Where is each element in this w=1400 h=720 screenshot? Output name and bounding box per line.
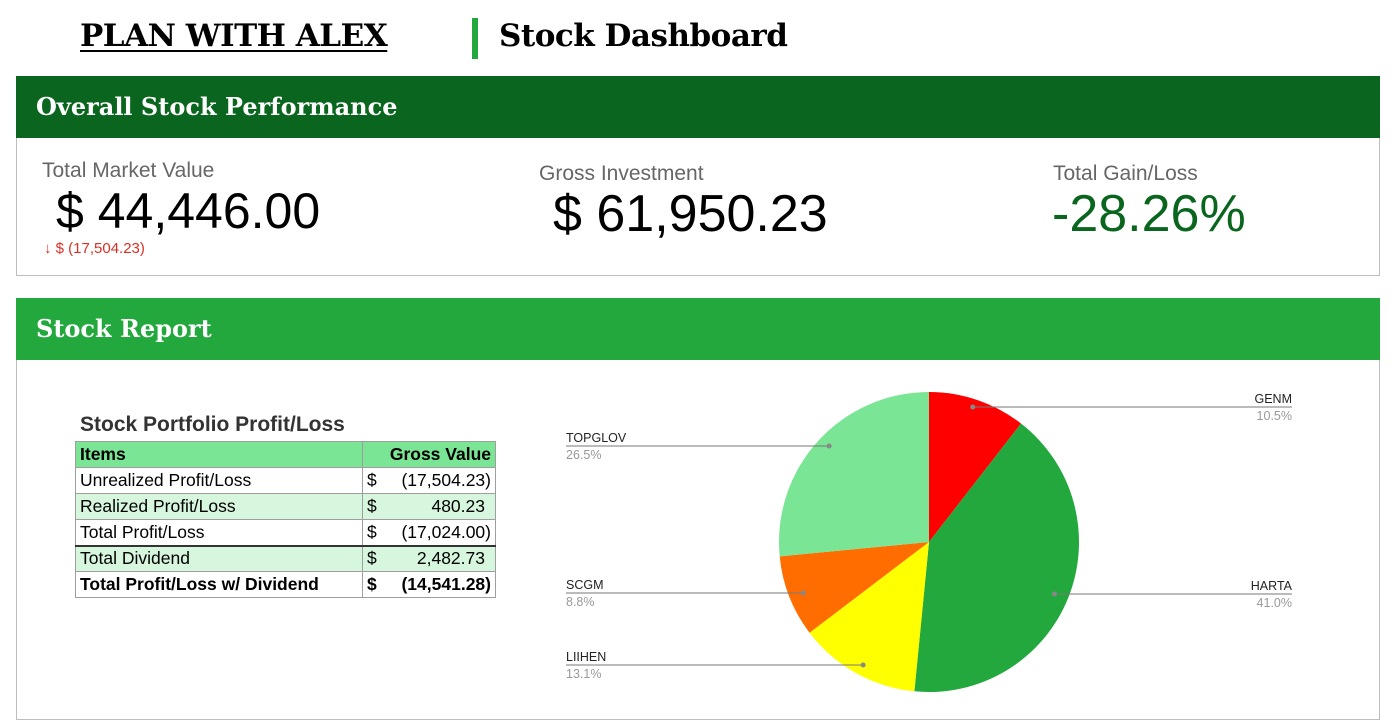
pie-slice-genm: [929, 392, 1022, 542]
row-item: Total Profit/Loss w/ Dividend: [75, 571, 363, 598]
pie-label: LIIHEN: [566, 650, 606, 664]
pie-leader-dot: [1051, 591, 1057, 597]
gain-loss-value: -28.26%: [1052, 185, 1246, 243]
gain-loss-label: Total Gain/Loss: [1053, 162, 1198, 185]
profit-loss-table: Items Gross Value Unrealized Profit/Loss…: [75, 441, 496, 598]
row-currency: $: [367, 470, 377, 490]
pie-percent-label: 26.5%: [566, 448, 601, 462]
row-item: Realized Profit/Loss: [75, 493, 363, 520]
row-currency: $: [367, 521, 377, 542]
market-value-label: Total Market Value: [42, 159, 215, 182]
pie-percent-label: 10.5%: [1257, 409, 1292, 423]
row-value: 480.23: [431, 496, 485, 516]
row-value: (17,024.00): [401, 521, 491, 542]
market-value-delta: ↓ $ (17,504.23): [44, 240, 145, 257]
table-title: Stock Portfolio Profit/Loss: [80, 413, 345, 436]
pie-label: SCGM: [566, 578, 604, 592]
pie-leader-dot: [860, 662, 866, 668]
table-row: Unrealized Profit/Loss $ (17,504.23): [75, 467, 496, 494]
pie-leader-dot: [970, 404, 976, 410]
performance-section-header: Overall Stock Performance: [16, 76, 1380, 138]
row-value: (14,541.28): [401, 574, 491, 594]
table-row-total: Total Profit/Loss w/ Dividend $ (14,541.2…: [75, 571, 496, 598]
gross-investment-label: Gross Investment: [539, 162, 704, 185]
pie-label: GENM: [1255, 392, 1293, 406]
table-row: Total Dividend $2,482.73: [75, 544, 496, 572]
pie-leader-dot: [800, 590, 806, 596]
portfolio-pie-chart: GENM 10.5% HARTA 41.0% LIIHEN 13.1% SCGM 8.8% TO…: [566, 392, 1293, 692]
pie-label: HARTA: [1251, 579, 1293, 593]
row-currency: $: [367, 548, 377, 569]
pie-leader-dot: [826, 443, 832, 449]
pie-percent-label: 41.0%: [1257, 596, 1292, 610]
row-currency: $: [367, 496, 377, 516]
pie-slice-liihen: [809, 542, 929, 692]
gross-investment: $ 61,950.23: [553, 185, 828, 243]
row-value: 2,482.73: [416, 548, 485, 569]
performance-panel: [16, 138, 1380, 276]
pie-slice-topglov: [779, 392, 929, 557]
report-heading: Stock Report: [36, 314, 212, 343]
row-currency: $: [367, 574, 377, 594]
table-row: Realized Profit/Loss $480.23: [75, 493, 496, 520]
performance-heading: Overall Stock Performance: [36, 92, 398, 121]
row-item: Unrealized Profit/Loss: [75, 467, 363, 494]
report-section-header: Stock Report: [16, 298, 1380, 360]
pie-label: TOPGLOV: [566, 431, 627, 445]
column-header-items: Items: [75, 441, 363, 468]
row-item: Total Dividend: [75, 544, 363, 572]
brand-title: PLAN WITH ALEX: [80, 18, 388, 54]
pie-percent-label: 13.1%: [566, 667, 601, 681]
pie-slice-scgm: [779, 542, 929, 633]
row-value: (17,504.23): [401, 470, 491, 490]
market-value: $ 44,446.00: [56, 183, 321, 239]
page-title: Stock Dashboard: [499, 18, 788, 54]
row-item: Total Profit/Loss: [75, 519, 363, 546]
table-row: Total Profit/Loss $ (17,024.00): [75, 519, 496, 546]
pie-percent-label: 8.8%: [566, 595, 595, 609]
title-accent-bar: [472, 18, 478, 59]
pie-slice-harta: [914, 423, 1080, 692]
